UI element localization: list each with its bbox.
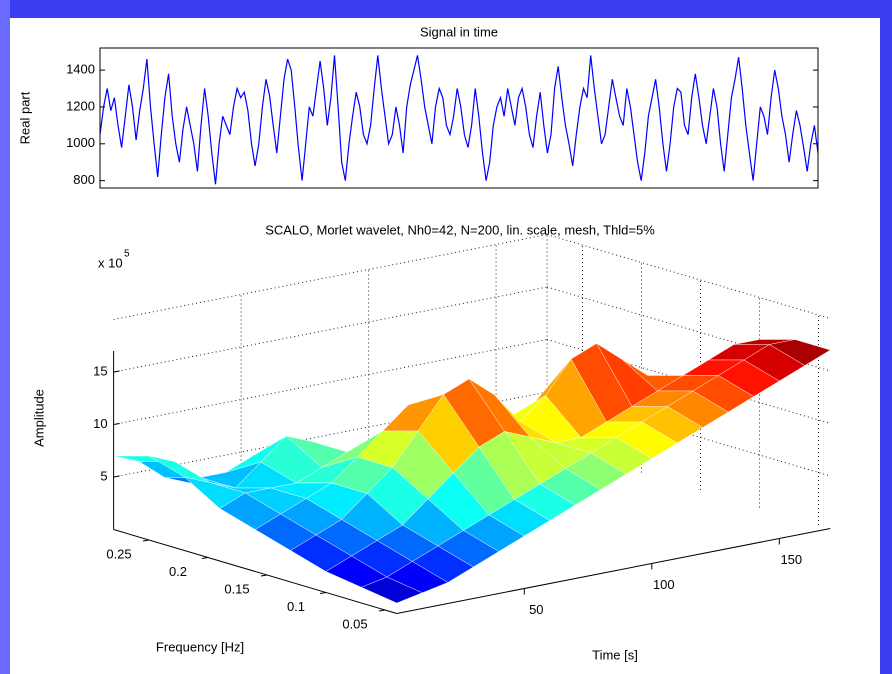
mesh-cell — [360, 576, 423, 604]
y-axis-label: Frequency [Hz] — [156, 639, 244, 654]
z-tick — [113, 370, 120, 373]
signal-plot: Signal in time Real part 800 1000 1200 1400 — [17, 24, 819, 189]
box-edge — [113, 234, 548, 320]
axes-box — [99, 47, 819, 189]
z-tick-label: 5 — [100, 468, 107, 483]
z-tick-label: 10 — [93, 416, 107, 431]
x-tick-label: 100 — [653, 577, 675, 592]
chart-title: SCALO, Morlet wavelet, Nh0=42, N=200, li… — [265, 222, 655, 237]
y-tick — [319, 592, 327, 594]
left-strip — [0, 0, 10, 674]
z-tick — [113, 475, 120, 478]
x-tick-label: 150 — [780, 552, 802, 567]
x-tick-label: 50 — [529, 602, 543, 617]
z-tick-label: 15 — [93, 363, 107, 378]
grid-line — [113, 339, 548, 425]
x-axis-label: Time [s] — [592, 647, 638, 662]
z-multiplier: x 10 — [98, 255, 123, 270]
y-tick-label: 0.1 — [287, 599, 305, 614]
chart-title: Signal in time — [420, 24, 498, 39]
y-tick — [142, 539, 150, 542]
z-tick — [113, 423, 120, 425]
y-tick — [201, 557, 209, 559]
y-tick-label: 800 — [73, 172, 95, 187]
y-tick-label: 1000 — [66, 135, 95, 150]
grid-line — [113, 286, 548, 373]
y-tick-label: 0.2 — [169, 564, 187, 579]
y-tick-label: 0.15 — [224, 581, 249, 596]
x-axis — [396, 528, 831, 614]
y-tick-label: 0.05 — [342, 616, 367, 631]
y-tick-label: 0.25 — [106, 546, 131, 561]
y-tick — [378, 609, 386, 612]
z-axis-label: Amplitude — [31, 389, 46, 447]
y-tick-label: 1200 — [66, 98, 95, 113]
z-multiplier-exponent: 5 — [124, 249, 130, 260]
y-axis-label: Real part — [17, 91, 32, 144]
y-tick — [260, 574, 268, 577]
mesh-plot: SCALO, Morlet wavelet, Nh0=42, N=200, li… — [31, 222, 831, 662]
y-axis — [113, 529, 397, 614]
y-tick-label: 1400 — [66, 62, 95, 77]
signal-line — [99, 55, 819, 185]
